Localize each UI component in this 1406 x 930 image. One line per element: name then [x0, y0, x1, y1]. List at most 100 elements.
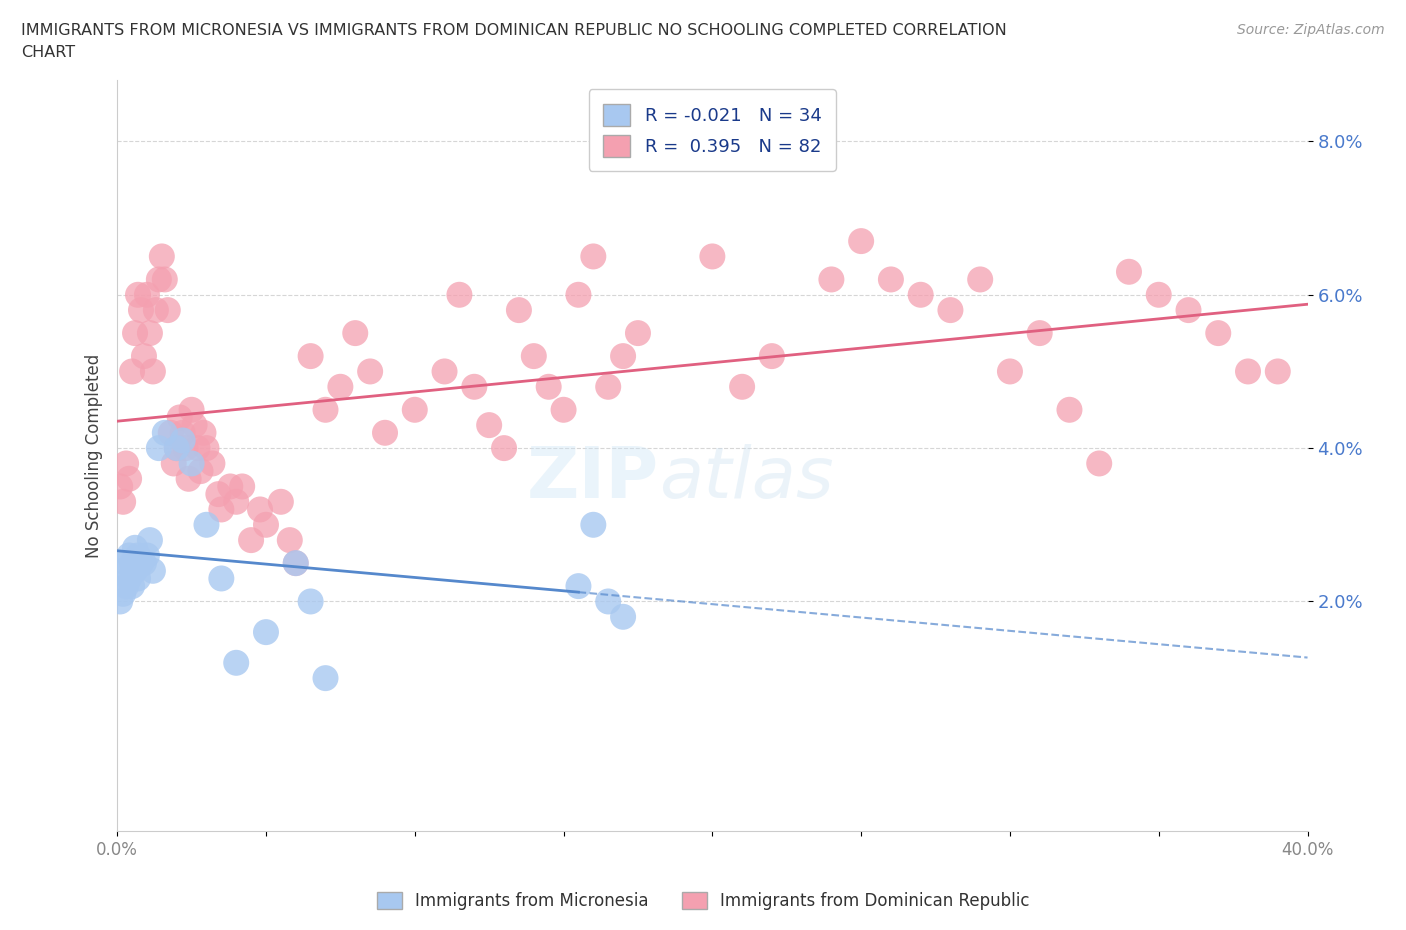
Point	[142, 564, 165, 578]
Point	[1088, 456, 1111, 471]
Point	[195, 441, 218, 456]
Point	[112, 586, 135, 601]
Point	[598, 379, 620, 394]
Point	[118, 548, 141, 563]
Point	[156, 302, 179, 317]
Point	[180, 403, 202, 418]
Point	[115, 456, 138, 471]
Text: atlas: atlas	[659, 444, 834, 512]
Point	[195, 517, 218, 532]
Point	[118, 472, 141, 486]
Point	[139, 533, 162, 548]
Point	[270, 495, 292, 510]
Point	[108, 479, 131, 494]
Legend: Immigrants from Micronesia, Immigrants from Dominican Republic: Immigrants from Micronesia, Immigrants f…	[370, 885, 1036, 917]
Point	[172, 425, 194, 440]
Point	[254, 625, 277, 640]
Point	[284, 556, 307, 571]
Point	[124, 326, 146, 340]
Point	[612, 609, 634, 624]
Point	[1237, 364, 1260, 379]
Point	[254, 517, 277, 532]
Point	[278, 533, 301, 548]
Point	[121, 578, 143, 593]
Point	[201, 456, 224, 471]
Point	[315, 671, 337, 685]
Point	[537, 379, 560, 394]
Point	[231, 479, 253, 494]
Point	[761, 349, 783, 364]
Text: CHART: CHART	[21, 45, 75, 60]
Point	[121, 364, 143, 379]
Point	[1267, 364, 1289, 379]
Point	[121, 556, 143, 571]
Point	[209, 571, 232, 586]
Point	[249, 502, 271, 517]
Point	[207, 486, 229, 501]
Point	[849, 233, 872, 248]
Point	[627, 326, 650, 340]
Point	[820, 272, 842, 286]
Point	[433, 364, 456, 379]
Point	[969, 272, 991, 286]
Point	[115, 578, 138, 593]
Point	[299, 594, 322, 609]
Legend: R = -0.021   N = 34, R =  0.395   N = 82: R = -0.021 N = 34, R = 0.395 N = 82	[589, 89, 837, 171]
Point	[225, 495, 247, 510]
Point	[939, 302, 962, 317]
Point	[169, 410, 191, 425]
Point	[299, 349, 322, 364]
Point	[582, 249, 605, 264]
Point	[193, 425, 215, 440]
Text: IMMIGRANTS FROM MICRONESIA VS IMMIGRANTS FROM DOMINICAN REPUBLIC NO SCHOOLING CO: IMMIGRANTS FROM MICRONESIA VS IMMIGRANTS…	[21, 23, 1007, 38]
Point	[731, 379, 754, 394]
Point	[508, 302, 530, 317]
Point	[148, 441, 170, 456]
Text: Source: ZipAtlas.com: Source: ZipAtlas.com	[1237, 23, 1385, 37]
Point	[492, 441, 515, 456]
Point	[702, 249, 724, 264]
Point	[209, 502, 232, 517]
Point	[374, 425, 396, 440]
Point	[449, 287, 471, 302]
Point	[582, 517, 605, 532]
Point	[150, 249, 173, 264]
Point	[142, 364, 165, 379]
Point	[998, 364, 1021, 379]
Point	[118, 571, 141, 586]
Point	[404, 403, 426, 418]
Point	[139, 326, 162, 340]
Point	[553, 403, 575, 418]
Point	[567, 287, 589, 302]
Point	[183, 418, 205, 432]
Point	[153, 425, 176, 440]
Point	[124, 564, 146, 578]
Point	[880, 272, 903, 286]
Point	[190, 464, 212, 479]
Point	[1206, 326, 1229, 340]
Point	[129, 556, 152, 571]
Point	[127, 287, 149, 302]
Point	[108, 594, 131, 609]
Point	[115, 556, 138, 571]
Point	[145, 302, 167, 317]
Point	[284, 556, 307, 571]
Point	[129, 302, 152, 317]
Point	[463, 379, 485, 394]
Point	[124, 540, 146, 555]
Text: ZIP: ZIP	[526, 444, 659, 512]
Point	[132, 349, 155, 364]
Point	[598, 594, 620, 609]
Point	[174, 441, 197, 456]
Point	[1028, 326, 1050, 340]
Point	[329, 379, 352, 394]
Point	[163, 456, 186, 471]
Point	[910, 287, 932, 302]
Point	[1147, 287, 1170, 302]
Point	[127, 548, 149, 563]
Point	[344, 326, 367, 340]
Point	[180, 456, 202, 471]
Point	[112, 495, 135, 510]
Point	[186, 441, 208, 456]
Point	[132, 556, 155, 571]
